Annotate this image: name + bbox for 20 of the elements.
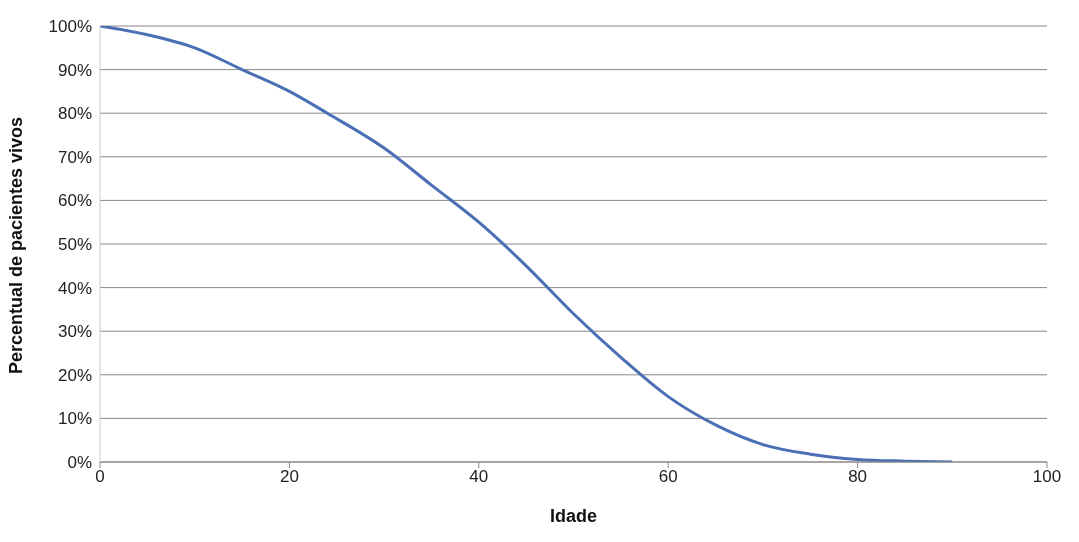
y-tick-label: 80% [57,104,92,124]
x-tick-label: 100 [1032,467,1062,487]
line-series [100,26,954,462]
y-tick-label: 60% [57,191,92,211]
y-tick-label: 20% [57,365,92,385]
y-axis-title: Percentual de pacientes vivos [6,116,27,374]
y-tick-label: 50% [57,235,92,255]
y-tick-label: 90% [57,60,92,80]
y-tick-label: 70% [57,147,92,167]
x-tick-label: 80 [848,467,868,487]
x-tick-label: 60 [658,467,678,487]
y-tick-label: 10% [57,409,92,429]
x-tick-label: 40 [469,467,489,487]
x-tick-label: 0 [95,467,105,487]
x-axis-title: Idade [549,506,598,526]
y-tick-label: 100% [48,17,92,37]
y-tick-label: 40% [57,278,92,298]
y-tick-label: 0% [67,453,92,473]
x-tick-label: 20 [279,467,299,487]
y-tick-label: 30% [57,322,92,342]
